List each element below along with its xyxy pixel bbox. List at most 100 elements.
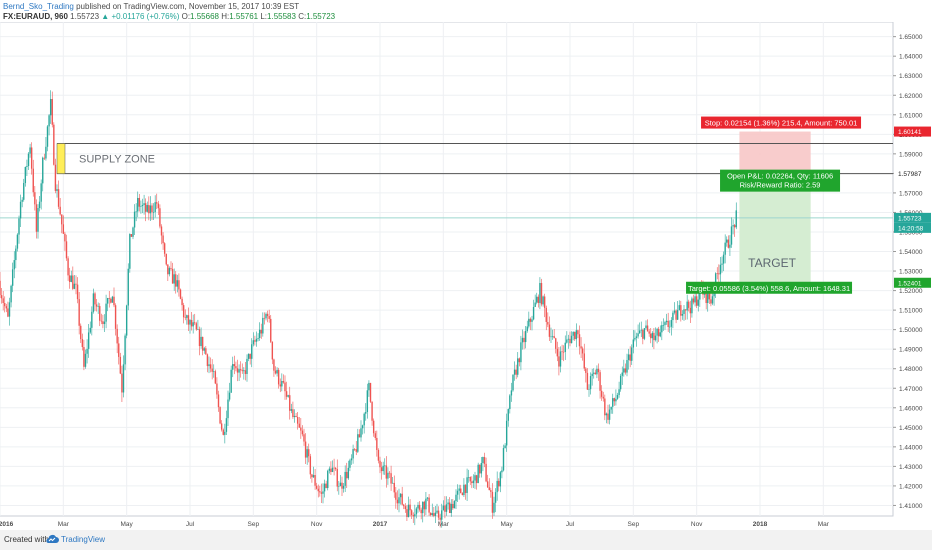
candle-body [125, 305, 128, 336]
candle-body [29, 147, 31, 154]
candle-body [509, 395, 511, 410]
candle-body [137, 197, 139, 212]
created-with-text: Created with [4, 535, 49, 544]
candle-body [274, 370, 277, 374]
candle-body [206, 354, 209, 367]
candle-body [13, 260, 15, 270]
candle-body [600, 390, 603, 397]
candle-body [133, 211, 136, 228]
candle-body [35, 204, 38, 232]
candle-body [181, 298, 183, 306]
candle-body [707, 292, 709, 304]
candle-body [151, 205, 153, 213]
target-label-box [686, 281, 853, 294]
candle-body [284, 382, 286, 392]
candle-body [309, 456, 312, 475]
candle-body [255, 338, 258, 342]
time-tick-label: Jul [186, 521, 195, 528]
candle-body [319, 491, 321, 493]
candle-body [588, 389, 590, 390]
candle-body [580, 346, 582, 349]
time-tick-label: Mar [438, 521, 450, 528]
candle-body [247, 353, 250, 359]
candle-body [157, 203, 160, 209]
candle-body [308, 449, 310, 457]
candle-body [618, 389, 620, 395]
candle-body [657, 328, 660, 337]
candle-body [380, 467, 383, 472]
candle-body [417, 504, 419, 509]
time-tick-label: May [501, 521, 514, 528]
candle-body [529, 318, 532, 322]
candle-body [334, 467, 337, 470]
candle-body [285, 391, 288, 397]
candle-body [551, 336, 554, 337]
candle-body [352, 449, 354, 459]
candle-body [599, 372, 601, 391]
candle-body [187, 315, 190, 325]
price-tick-label: 1.42000 [899, 483, 923, 490]
candle-body [94, 293, 96, 305]
candle-body [87, 332, 90, 349]
candle-body [301, 430, 304, 435]
candle-body [464, 484, 467, 493]
candle-body [547, 321, 549, 325]
candle-body [406, 509, 408, 517]
symbol-name[interactable]: FX:EURAUD, 960 [3, 12, 68, 21]
candle-body [290, 409, 293, 411]
supply-zone-label: SUPPLY ZONE [79, 154, 155, 166]
tradingview-brand-link[interactable]: TradingView [61, 535, 106, 544]
candle-body [379, 460, 381, 468]
low-value: 1.55583 [267, 12, 296, 21]
candle-body [627, 354, 630, 361]
candle-body [442, 505, 445, 511]
candle-body [374, 433, 376, 438]
candle-body [165, 253, 167, 265]
candle-body [399, 493, 402, 498]
author-link[interactable]: Bernd_Sko_Trading [3, 2, 74, 11]
candle-body [692, 298, 695, 303]
candle-body [271, 341, 274, 360]
candle-body [648, 331, 650, 334]
candle-body [407, 504, 410, 517]
candle-body [84, 353, 87, 367]
candle-body [273, 359, 275, 371]
candle-body [536, 296, 538, 303]
candle-body [654, 335, 657, 341]
candle-body [368, 382, 370, 391]
candle-body [282, 381, 285, 383]
candle-body [455, 494, 457, 502]
candle-body [80, 325, 82, 340]
current-price-tag-bg [894, 212, 931, 223]
candle-body [528, 318, 530, 327]
candle-body [561, 351, 563, 353]
candle-body [311, 474, 313, 478]
candle-body [474, 475, 476, 481]
candle-body [277, 369, 280, 385]
candle-body [258, 329, 261, 338]
candle-body [629, 354, 631, 361]
candle-body [569, 338, 571, 344]
price-chart[interactable]: 1.650001.640001.630001.620001.610001.600… [0, 22, 932, 530]
candle-body [138, 197, 141, 207]
candle-body [295, 415, 297, 418]
candle-body [122, 364, 125, 393]
time-tick-label: May [121, 521, 134, 528]
candle-body [78, 299, 80, 326]
stop-label-box [701, 116, 862, 129]
candle-body [621, 372, 623, 376]
candle-body [37, 208, 39, 232]
candle-body [524, 330, 527, 343]
candle-body [208, 364, 210, 367]
candle-body [441, 510, 443, 520]
candle-body [680, 305, 682, 316]
candle-body [452, 503, 454, 509]
candle-body [132, 227, 134, 237]
candle-body [163, 243, 166, 254]
candle-body [450, 503, 452, 514]
price-tick-label: 1.47000 [899, 386, 923, 393]
candle-body [5, 306, 8, 309]
open-value: 1.55668 [190, 12, 219, 21]
candle-body [100, 320, 103, 322]
candle-body [0, 295, 3, 299]
